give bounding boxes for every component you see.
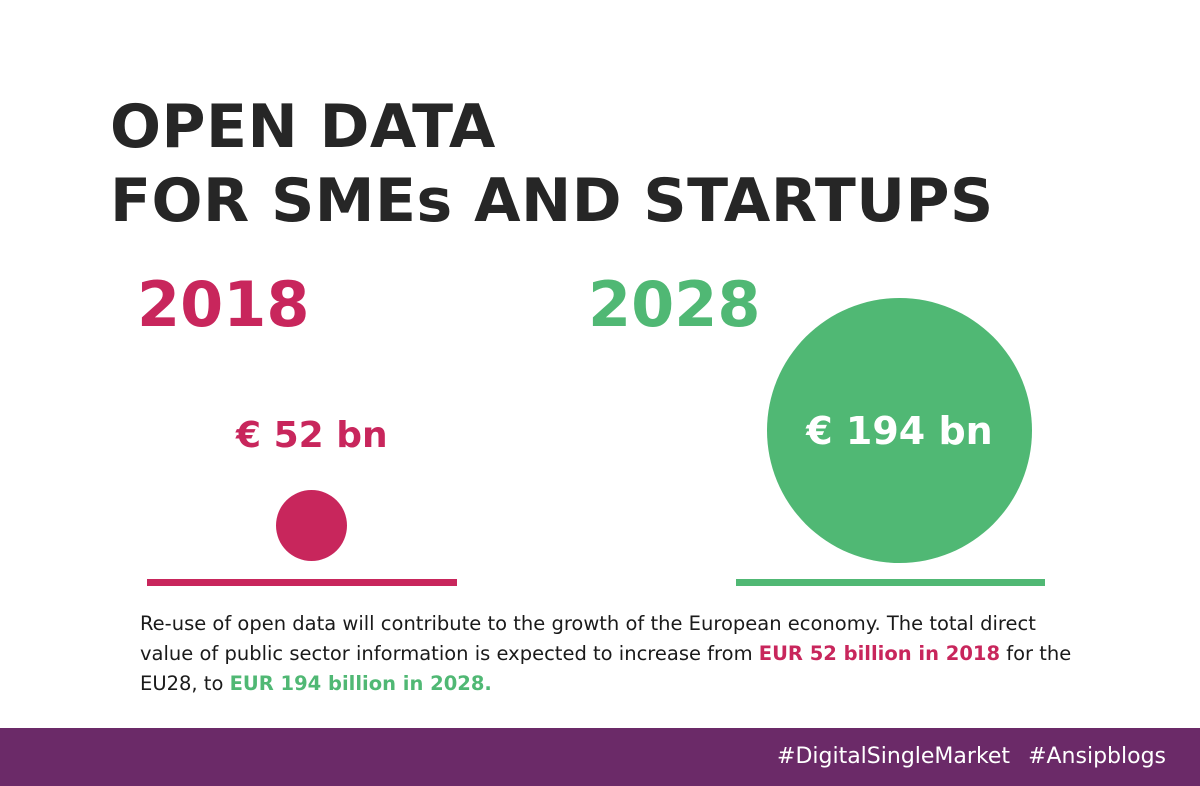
title-line-1: OPEN DATA xyxy=(110,92,496,162)
year-2028-label: 2028 xyxy=(588,268,761,341)
footer-hashtags: #DigitalSingleMarket #Ansipblogs xyxy=(777,742,1166,772)
hashtag-digital-single-market[interactable]: #DigitalSingleMarket xyxy=(777,744,1011,769)
value-2018-bubble xyxy=(276,490,347,561)
description-part-1: Re-use of open data will contribute to t… xyxy=(140,612,1036,665)
baseline-2028 xyxy=(736,579,1045,586)
description-paragraph: Re-use of open data will contribute to t… xyxy=(140,609,1090,699)
description-part-2: for the EU28, to xyxy=(140,642,1072,695)
title-line-2: FOR SMEs AND STARTUPS xyxy=(110,166,994,236)
footer-bar: #DigitalSingleMarket #Ansipblogs xyxy=(0,728,1200,786)
value-2028-bubble: € 194 bn xyxy=(767,298,1032,563)
value-2018-label: € 52 bn xyxy=(236,415,388,456)
hashtag-ansipblogs[interactable]: #Ansipblogs xyxy=(1028,744,1166,769)
description-highlight-2018: EUR 52 billion in 2018 xyxy=(758,642,1001,665)
description-highlight-2028: EUR 194 billion in 2028. xyxy=(229,672,492,695)
year-2018-label: 2018 xyxy=(137,268,310,341)
baseline-2018 xyxy=(147,579,457,586)
page-title: OPEN DATA FOR SMEs AND STARTUPS xyxy=(110,90,1170,238)
value-2028-label: € 194 bn xyxy=(806,408,993,453)
